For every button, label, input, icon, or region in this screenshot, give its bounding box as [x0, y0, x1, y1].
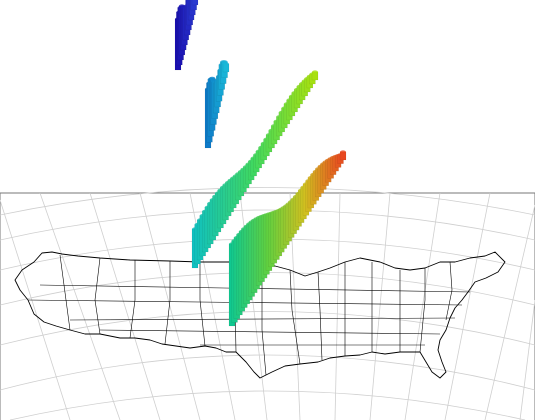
map-frame — [0, 192, 535, 420]
track-bars — [174, 0, 347, 327]
bar-segment-1-14 — [191, 0, 199, 6]
state-boundaries — [27, 254, 471, 376]
bar-cap-3-48 — [312, 70, 318, 74]
bar-cap-4-46 — [340, 150, 346, 154]
bar-cap-2-14 — [223, 62, 229, 66]
